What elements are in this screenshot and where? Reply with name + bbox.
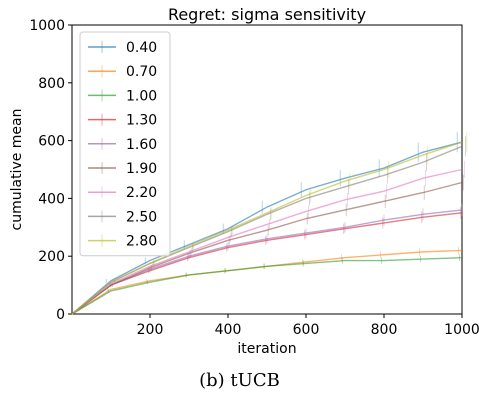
legend-label: 1.00 <box>126 88 157 104</box>
legend-label: 1.30 <box>126 113 157 129</box>
x-tick-label: 600 <box>293 322 320 338</box>
series-line-2.20 <box>71 168 463 315</box>
legend-box <box>79 31 171 257</box>
y-tick-label: 0 <box>56 307 65 323</box>
y-tick-label: 600 <box>38 134 65 150</box>
y-tick-label: 1000 <box>29 18 65 34</box>
axes: 200 400 600 800 1000 0 200 400 600 800 1000 <box>29 18 479 338</box>
x-tick-label: 400 <box>215 322 242 338</box>
legend-label: 0.70 <box>126 64 157 80</box>
x-tick-label: 200 <box>137 322 164 338</box>
figure-caption: (b) tUCB <box>199 370 280 391</box>
legend: 0.40 0.70 1.00 1.30 1.60 1.90 2.20 2.50 2.80 <box>79 31 171 257</box>
x-tick-label: 800 <box>371 322 398 338</box>
legend-label: 2.80 <box>126 234 157 250</box>
series-line-1.60 <box>71 209 463 315</box>
y-tick-label: 200 <box>38 249 65 265</box>
legend-label: 2.50 <box>126 209 157 225</box>
legend-label: 1.60 <box>126 137 157 153</box>
x-tick-label: 1000 <box>444 322 479 338</box>
regret-chart: Regret: sigma sensitivity 200 400 600 800 10… <box>9 5 479 357</box>
legend-label: 1.90 <box>126 161 157 177</box>
y-tick-label: 800 <box>38 76 65 92</box>
y-axis-label: cumulative mean <box>9 109 25 231</box>
chart-title: Regret: sigma sensitivity <box>168 5 366 24</box>
series-line-1.90 <box>71 181 463 315</box>
y-tick-label: 400 <box>38 191 65 207</box>
series-line-1.30 <box>71 212 463 315</box>
legend-label: 2.20 <box>126 185 157 201</box>
legend-label: 0.40 <box>126 40 157 56</box>
series-line-0.40 <box>71 141 463 315</box>
series-line-2.80 <box>71 141 463 315</box>
series-lines <box>71 131 468 315</box>
series-line-1.00 <box>71 256 463 315</box>
x-axis-label: iteration <box>237 341 296 357</box>
